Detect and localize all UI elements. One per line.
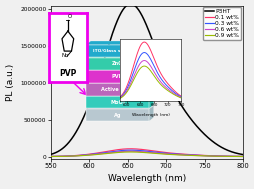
0.1 wt% [162, 151, 165, 153]
0.3 wt% [162, 152, 165, 154]
0.9 wt% [83, 154, 86, 156]
Line: 0.9 wt%: 0.9 wt% [50, 152, 242, 156]
0.1 wt% [177, 153, 180, 155]
0.6 wt% [49, 155, 52, 158]
Line: 0.1 wt%: 0.1 wt% [50, 149, 242, 156]
0.1 wt% [136, 148, 139, 150]
0.6 wt% [162, 153, 165, 155]
P3HT [49, 153, 52, 156]
0.9 wt% [136, 151, 139, 153]
0.6 wt% [241, 155, 244, 158]
0.6 wt% [136, 150, 139, 153]
0.1 wt% [241, 155, 244, 158]
0.1 wt% [98, 151, 101, 154]
0.3 wt% [83, 154, 86, 156]
0.9 wt% [98, 153, 101, 155]
0.6 wt% [177, 153, 180, 156]
0.6 wt% [98, 153, 101, 155]
0.9 wt% [162, 153, 165, 155]
0.9 wt% [194, 154, 197, 157]
P3HT [177, 101, 180, 103]
0.3 wt% [136, 149, 139, 152]
0.6 wt% [129, 150, 132, 152]
0.1 wt% [83, 154, 86, 156]
0.9 wt% [49, 155, 52, 158]
Line: P3HT: P3HT [50, 4, 242, 155]
0.6 wt% [194, 154, 197, 156]
0.1 wt% [194, 154, 197, 156]
0.9 wt% [177, 154, 180, 156]
0.3 wt% [194, 154, 197, 156]
P3HT [83, 114, 86, 116]
P3HT [241, 153, 244, 156]
P3HT [162, 70, 165, 72]
P3HT [98, 71, 101, 74]
0.1 wt% [129, 148, 132, 150]
P3HT [136, 8, 139, 10]
Legend: P3HT, 0.1 wt%, 0.3 wt%, 0.6 wt%, 0.9 wt%: P3HT, 0.1 wt%, 0.3 wt%, 0.6 wt%, 0.9 wt% [202, 7, 240, 40]
0.3 wt% [177, 153, 180, 155]
Y-axis label: PL (a.u.): PL (a.u.) [6, 64, 14, 101]
0.6 wt% [83, 154, 86, 156]
0.3 wt% [98, 152, 101, 154]
0.9 wt% [129, 151, 132, 153]
0.3 wt% [241, 155, 244, 158]
P3HT [194, 124, 197, 126]
0.3 wt% [129, 149, 132, 151]
Line: 0.6 wt%: 0.6 wt% [50, 151, 242, 156]
X-axis label: Wavelength (nm): Wavelength (nm) [107, 174, 185, 184]
0.1 wt% [49, 155, 52, 158]
0.9 wt% [241, 155, 244, 158]
Line: 0.3 wt%: 0.3 wt% [50, 150, 242, 156]
P3HT [129, 3, 132, 5]
0.3 wt% [49, 155, 52, 158]
